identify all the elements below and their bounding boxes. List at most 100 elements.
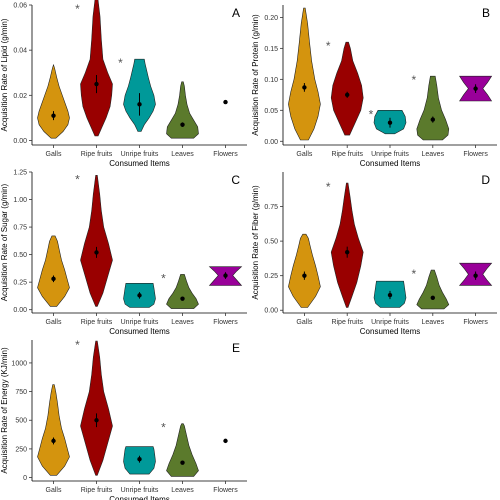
y-tick-label: 750	[15, 389, 27, 396]
violin-ripe-fruits	[330, 182, 364, 308]
x-axis-label: Consumed Items	[360, 159, 420, 168]
mean-point	[387, 120, 393, 125]
x-tick-label: Flowers	[213, 487, 238, 494]
x-tick-label: Unripe fruits	[121, 487, 159, 494]
x-tick-label: Galls	[46, 319, 62, 326]
mean-point	[51, 113, 56, 118]
x-tick-label: Galls	[46, 487, 62, 494]
x-axis-label: Consumed Items	[109, 495, 169, 500]
mean-point	[94, 418, 99, 423]
violin-ripe-fruits	[80, 0, 113, 137]
x-tick-label: Ripe fruits	[81, 319, 113, 326]
mean-point	[223, 438, 228, 444]
y-axis-label: Acquisition Rate of Protein (g/min)	[251, 14, 260, 136]
y-tick-label: 0.06	[13, 3, 27, 10]
y-tick-label: 0	[23, 475, 27, 482]
y-tick-label: 0.15	[264, 46, 278, 53]
y-tick-label: 0.20	[264, 15, 278, 22]
y-tick-label: 0.00	[13, 138, 27, 145]
x-tick-label: Flowers	[463, 151, 488, 158]
y-tick-label: 0.50	[264, 239, 278, 246]
panel-letter: C	[231, 173, 240, 187]
y-tick-label: 0.50	[13, 252, 27, 259]
panel-letter: B	[482, 6, 490, 20]
significance-star: *	[326, 180, 331, 194]
significance-star: *	[369, 107, 374, 121]
panel-B: 0.00 0.05 0.10 0.15 0.20 Acquisition Rate of …	[251, 5, 497, 168]
x-tick-label: Flowers	[463, 319, 488, 326]
violin-leaves	[416, 269, 450, 310]
y-tick-label: 0.25	[13, 280, 27, 287]
x-tick-label: Flowers	[213, 319, 238, 326]
y-axis-label: Acquisition Rate of Fiber (g/min)	[251, 185, 260, 300]
x-axis-label: Consumed Items	[109, 159, 169, 168]
mean-point	[180, 296, 185, 301]
violin-leaves	[166, 81, 199, 139]
significance-star: *	[161, 421, 166, 435]
violin-galls	[37, 235, 70, 307]
x-tick-label: Galls	[296, 319, 312, 326]
significance-star: *	[75, 338, 80, 352]
violin-ripe-fruits	[80, 175, 113, 307]
y-tick-label: 500	[15, 418, 27, 425]
x-tick-label: Unripe fruits	[121, 319, 159, 326]
violin-ripe-fruits	[80, 340, 113, 476]
y-tick-label: 0.02	[13, 93, 27, 100]
y-axis-label: Acquisition Rate of Energy (KJ/min)	[0, 347, 9, 474]
mean-point	[345, 92, 350, 98]
mean-point	[137, 102, 142, 107]
panel-letter: D	[481, 173, 490, 187]
x-tick-label: Leaves	[171, 487, 194, 494]
y-tick-label: 0.00	[264, 308, 278, 315]
y-tick-label: 1.00	[13, 197, 27, 204]
mean-point	[51, 276, 56, 282]
violin-leaves	[416, 75, 450, 141]
mean-point	[94, 250, 99, 255]
mean-point	[302, 85, 307, 90]
mean-point	[137, 457, 142, 462]
y-tick-label: 0.75	[264, 204, 278, 211]
x-tick-label: Leaves	[171, 151, 194, 158]
x-tick-label: Unripe fruits	[121, 151, 159, 158]
y-tick-label: 0.04	[13, 48, 27, 55]
y-tick-label: 1000	[11, 360, 27, 367]
mean-point	[387, 292, 393, 298]
mean-point	[430, 117, 435, 122]
x-axis-label: Consumed Items	[360, 327, 420, 336]
x-axis-label: Consumed Items	[109, 327, 169, 336]
x-tick-label: Leaves	[422, 319, 445, 326]
mean-point	[345, 249, 350, 255]
mean-point	[180, 122, 185, 127]
y-tick-label: 0.00	[13, 307, 27, 314]
mean-point	[223, 99, 228, 105]
significance-star: *	[75, 172, 80, 186]
mean-point	[137, 293, 142, 298]
violin-galls	[288, 233, 321, 308]
violin-ripe-fruits	[330, 41, 364, 136]
y-tick-label: 0.75	[13, 225, 27, 232]
mean-point	[473, 86, 478, 91]
x-tick-label: Ripe fruits	[331, 151, 363, 158]
x-tick-label: Flowers	[213, 151, 238, 158]
y-tick-label: 1.25	[13, 170, 27, 177]
y-axis-label: Acquisition Rate of Sugar (g/min)	[0, 183, 9, 301]
mean-point	[180, 460, 185, 465]
mean-point	[302, 273, 307, 278]
x-tick-label: Leaves	[422, 151, 445, 158]
violin-leaves	[166, 423, 199, 477]
mean-point	[51, 438, 56, 444]
mean-point	[473, 273, 478, 278]
violin-galls	[37, 384, 70, 476]
y-axis-label: Acquisition Rate of Lipid (g/min)	[0, 18, 9, 131]
y-tick-label: 0.00	[264, 139, 278, 146]
violin-galls	[37, 63, 70, 139]
significance-star: *	[75, 2, 80, 16]
x-tick-label: Unripe fruits	[371, 319, 409, 326]
y-tick-label: 250	[15, 446, 27, 453]
panel-D: 0.00 0.25 0.50 0.75 Acquisition Rate of Fibe…	[251, 172, 497, 336]
panel-letter: E	[232, 341, 240, 355]
y-tick-label: 0.05	[264, 108, 278, 115]
significance-star: *	[118, 56, 123, 70]
panel-A: 0.00 0.02 0.04 0.06 Acquisition Rate of Lipi…	[0, 0, 247, 168]
